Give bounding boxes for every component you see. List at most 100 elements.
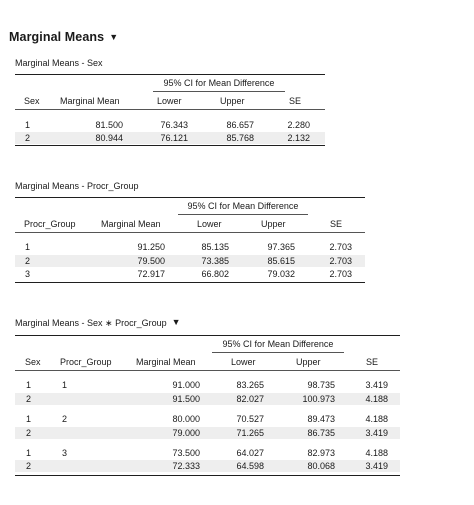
row-band bbox=[15, 393, 400, 405]
marginal-means-heading[interactable]: Marginal Means ▼ bbox=[9, 30, 118, 44]
cell-upper: 98.735 bbox=[307, 380, 335, 390]
cell-upper: 85.615 bbox=[267, 256, 295, 266]
col-marginal-mean: Marginal Mean bbox=[101, 219, 161, 229]
cell-se: 2.280 bbox=[287, 120, 310, 130]
col-lower: Lower bbox=[157, 96, 182, 106]
ci-rule bbox=[153, 91, 285, 92]
col-upper: Upper bbox=[220, 96, 245, 106]
table-marginal-means-procr-group: Marginal Means - Procr_Group 95% CI for … bbox=[15, 181, 365, 287]
cell-upper: 80.068 bbox=[307, 461, 335, 471]
cell-mean: 79.000 bbox=[172, 428, 200, 438]
cell-se: 3.419 bbox=[365, 380, 388, 390]
row-band bbox=[15, 132, 325, 144]
ci-header: 95% CI for Mean Difference bbox=[163, 78, 275, 88]
cell-upper: 79.032 bbox=[267, 269, 295, 279]
ci-header: 95% CI for Mean Difference bbox=[222, 339, 334, 349]
col-se: SE bbox=[330, 219, 343, 229]
cell-lower: 76.121 bbox=[160, 133, 188, 143]
cell-se: 2.703 bbox=[329, 269, 352, 279]
cell-se: 4.188 bbox=[365, 394, 388, 404]
cell-mean: 81.500 bbox=[95, 120, 123, 130]
header-rule bbox=[15, 232, 365, 233]
col-se: SE bbox=[366, 357, 379, 367]
cell-procr-group: 2 bbox=[62, 414, 68, 424]
cell-sex: 2 bbox=[26, 428, 32, 438]
cell-procr-group: 1 bbox=[62, 380, 68, 390]
cell-lower: 64.598 bbox=[236, 461, 264, 471]
cell-upper: 86.657 bbox=[226, 120, 254, 130]
table-marginal-means-sex: Marginal Means - Sex 95% CI for Mean Dif… bbox=[15, 58, 325, 148]
cell-se: 3.419 bbox=[365, 461, 388, 471]
col-se: SE bbox=[289, 96, 302, 106]
header-rule bbox=[15, 370, 400, 371]
row-band bbox=[15, 427, 400, 439]
cell-lower: 70.527 bbox=[236, 414, 264, 424]
cell-upper: 85.768 bbox=[226, 133, 254, 143]
row-band bbox=[15, 255, 365, 267]
table-title: Marginal Means - Sex ∗ Procr_Group bbox=[15, 318, 167, 328]
cell-lower: 73.385 bbox=[201, 256, 229, 266]
cell-mean: 79.500 bbox=[137, 256, 165, 266]
cell-sex: 1 bbox=[26, 380, 32, 390]
cell-sex: 2 bbox=[26, 394, 32, 404]
col-marginal-mean: Marginal Mean bbox=[60, 96, 120, 106]
cell-se: 4.188 bbox=[365, 414, 388, 424]
col-lower: Lower bbox=[197, 219, 222, 229]
cell-lower: 76.343 bbox=[160, 120, 188, 130]
bottom-rule bbox=[15, 475, 400, 476]
cell-mean: 72.917 bbox=[137, 269, 165, 279]
cell-se: 4.188 bbox=[365, 448, 388, 458]
table-title: Marginal Means - Sex bbox=[15, 58, 103, 68]
col-upper: Upper bbox=[296, 357, 321, 367]
dropdown-triangle-icon[interactable]: ▼ bbox=[171, 317, 181, 327]
cell-upper: 97.365 bbox=[267, 242, 295, 252]
header-rule bbox=[15, 109, 325, 110]
ci-rule bbox=[212, 352, 344, 353]
col-lower: Lower bbox=[231, 357, 256, 367]
table-marginal-means-sex-procr-group: Marginal Means - Sex ∗ Procr_Group ▼ 95% … bbox=[15, 317, 400, 480]
cell-se: 2.703 bbox=[329, 242, 352, 252]
cell-mean: 72.333 bbox=[172, 461, 200, 471]
cell-upper: 100.973 bbox=[302, 394, 335, 404]
cell-procr-group: 1 bbox=[25, 242, 31, 252]
col-procr-group: Procr_Group bbox=[60, 357, 112, 367]
cell-mean: 73.500 bbox=[172, 448, 200, 458]
cell-lower: 71.265 bbox=[236, 428, 264, 438]
cell-lower: 64.027 bbox=[236, 448, 264, 458]
cell-se: 2.132 bbox=[287, 133, 310, 143]
top-rule bbox=[15, 335, 400, 336]
cell-mean: 91.500 bbox=[172, 394, 200, 404]
cell-upper: 89.473 bbox=[307, 414, 335, 424]
dropdown-triangle-icon[interactable]: ▼ bbox=[109, 32, 119, 42]
ci-rule bbox=[178, 214, 308, 215]
marginal-means-heading-label: Marginal Means bbox=[9, 30, 105, 44]
cell-procr-group: 2 bbox=[25, 256, 31, 266]
bottom-rule bbox=[15, 145, 325, 146]
cell-upper: 82.973 bbox=[307, 448, 335, 458]
cell-sex: 1 bbox=[26, 448, 32, 458]
cell-lower: 83.265 bbox=[236, 380, 264, 390]
table-title-row[interactable]: Marginal Means - Sex ∗ Procr_Group ▼ bbox=[15, 317, 181, 329]
cell-procr-group: 3 bbox=[62, 448, 68, 458]
col-procr-group: Procr_Group bbox=[24, 219, 76, 229]
ci-header: 95% CI for Mean Difference bbox=[187, 201, 299, 211]
cell-sex: 2 bbox=[26, 461, 32, 471]
top-rule bbox=[15, 74, 325, 75]
cell-sex: 1 bbox=[26, 414, 32, 424]
cell-mean: 80.944 bbox=[95, 133, 123, 143]
col-marginal-mean: Marginal Mean bbox=[136, 357, 196, 367]
cell-procr-group: 3 bbox=[25, 269, 31, 279]
cell-upper: 86.735 bbox=[307, 428, 335, 438]
cell-lower: 66.802 bbox=[201, 269, 229, 279]
cell-mean: 80.000 bbox=[172, 414, 200, 424]
cell-lower: 85.135 bbox=[201, 242, 229, 252]
bottom-rule bbox=[15, 282, 365, 283]
col-sex: Sex bbox=[24, 96, 40, 106]
cell-sex: 2 bbox=[25, 133, 31, 143]
cell-mean: 91.250 bbox=[137, 242, 165, 252]
top-rule bbox=[15, 197, 365, 198]
table-title: Marginal Means - Procr_Group bbox=[15, 181, 139, 191]
cell-lower: 82.027 bbox=[236, 394, 264, 404]
col-upper: Upper bbox=[261, 219, 286, 229]
row-band bbox=[15, 460, 400, 472]
